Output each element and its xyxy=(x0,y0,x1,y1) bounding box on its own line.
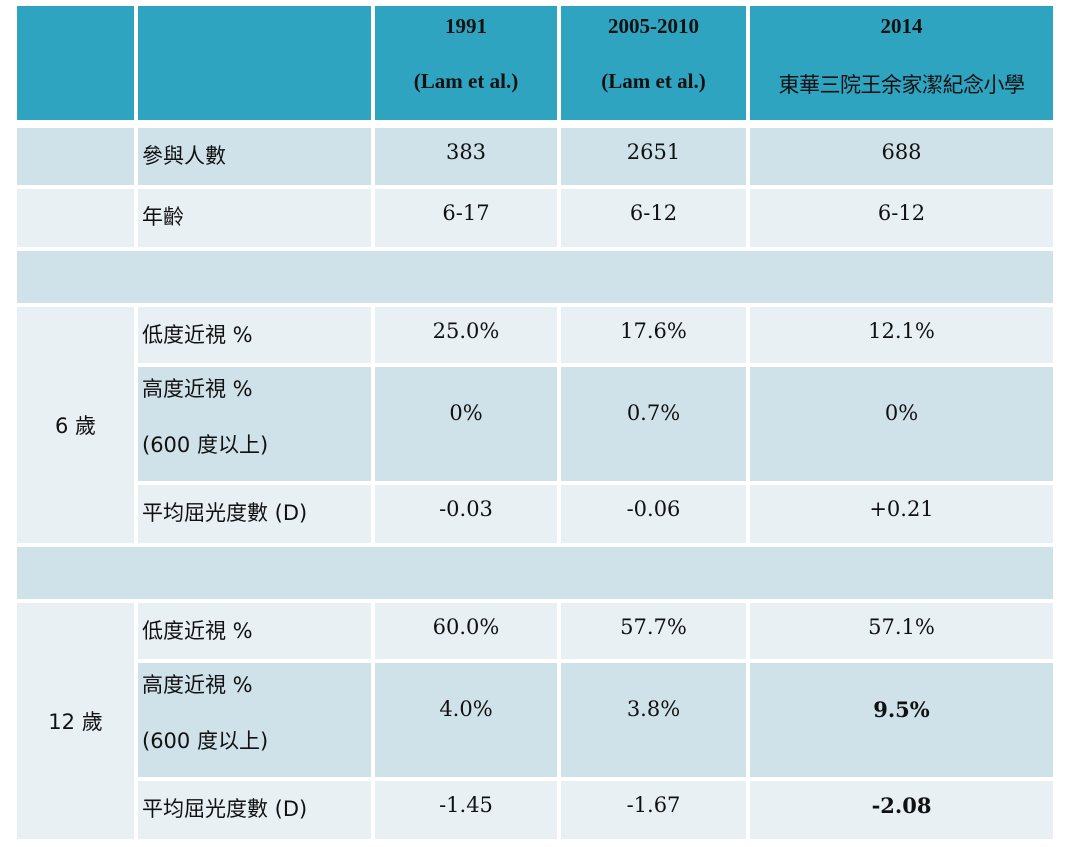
age6-high-myopia-2014: 0% xyxy=(750,367,1053,481)
age12-mean-refraction-2005-2010: -1.67 xyxy=(561,781,746,839)
header-corner-2 xyxy=(138,6,371,120)
participants-2014: 688 xyxy=(750,128,1053,185)
header-col-2005-2010: 2005-2010 (Lam et al.) xyxy=(561,6,746,120)
age6-low-myopia-2005-2010: 17.6% xyxy=(561,307,746,363)
age6-low-myopia-2014: 12.1% xyxy=(750,307,1053,363)
high-myopia-label-cell: 高度近視 % (600 度以上) xyxy=(138,367,371,481)
header-col-2014: 2014 東華三院王余家潔紀念小學 xyxy=(750,6,1053,120)
age-range-2005-2010: 6-12 xyxy=(561,189,746,247)
group-label-age-6: 6 歲 xyxy=(17,307,134,543)
age6-high-myopia-1991: 0% xyxy=(375,367,557,481)
age6-mean-refraction-1991: -0.03 xyxy=(375,485,557,543)
low-myopia-label: 低度近視 % xyxy=(138,307,371,363)
age12-low-myopia-2014: 57.1% xyxy=(750,603,1053,659)
age12-high-myopia-2005-2010: 3.8% xyxy=(561,663,746,777)
mean-refraction-label: 平均屈光度數 (D) xyxy=(138,781,371,839)
age12-high-myopia-2014: 9.5% xyxy=(750,663,1053,777)
header-year: 2005-2010 xyxy=(608,14,699,38)
age-range-label: 年齡 xyxy=(138,189,371,247)
participants-2005-2010: 2651 xyxy=(561,128,746,185)
header-year: 2014 xyxy=(880,14,923,38)
header-corner-1 xyxy=(17,6,134,120)
age12-mean-refraction-1991: -1.45 xyxy=(375,781,557,839)
header-source: (Lam et al.) xyxy=(601,69,706,93)
high-myopia-label-cell: 高度近視 % (600 度以上) xyxy=(138,663,371,777)
low-myopia-label: 低度近視 % xyxy=(138,603,371,659)
group-label-age-12: 12 歲 xyxy=(17,603,134,839)
age-range-1991: 6-17 xyxy=(375,189,557,247)
age12-low-myopia-1991: 60.0% xyxy=(375,603,557,659)
header-source: (Lam et al.) xyxy=(413,69,519,93)
high-myopia-label: 高度近視 % xyxy=(142,377,253,401)
age12-mean-refraction-2014: -2.08 xyxy=(750,781,1053,839)
spacer-row xyxy=(17,547,1053,599)
participants-label: 參與人數 xyxy=(138,128,371,185)
age12-low-myopia-2005-2010: 57.7% xyxy=(561,603,746,659)
spacer-row xyxy=(17,251,1053,303)
age12-high-myopia-1991: 4.0% xyxy=(375,663,557,777)
high-myopia-sublabel: (600 度以上) xyxy=(142,433,269,457)
age6-high-myopia-2005-2010: 0.7% xyxy=(561,367,746,481)
header-year: 1991 xyxy=(445,14,487,38)
age6-mean-refraction-2014: +0.21 xyxy=(750,485,1053,543)
row-blank xyxy=(17,189,134,247)
header-school-name: 東華三院王余家潔紀念小學 xyxy=(778,73,1026,97)
age-range-2014: 6-12 xyxy=(750,189,1053,247)
mean-refraction-label: 平均屈光度數 (D) xyxy=(138,485,371,543)
high-myopia-label: 高度近視 % xyxy=(142,673,253,697)
header-col-1991: 1991 (Lam et al.) xyxy=(375,6,557,120)
age6-mean-refraction-2005-2010: -0.06 xyxy=(561,485,746,543)
participants-1991: 383 xyxy=(375,128,557,185)
age6-low-myopia-1991: 25.0% xyxy=(375,307,557,363)
high-myopia-sublabel: (600 度以上) xyxy=(142,729,269,753)
row-blank xyxy=(17,128,134,185)
